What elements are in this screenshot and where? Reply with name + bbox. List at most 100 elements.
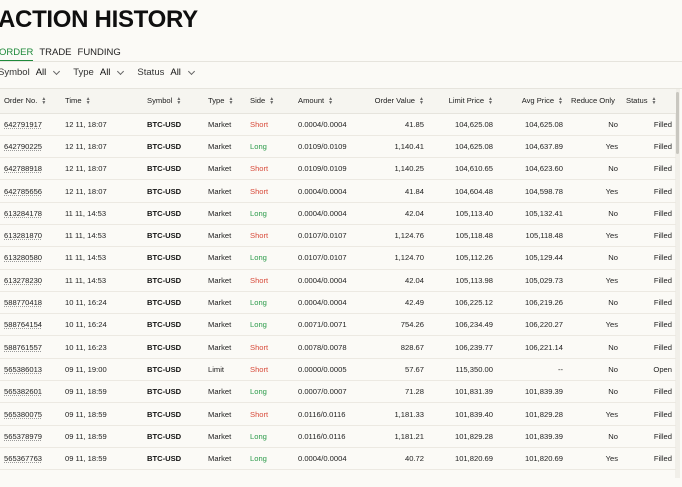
col-symbol[interactable]: Symbol ▲ ▼ <box>143 89 204 114</box>
sort-icon: ▲ ▼ <box>228 96 234 107</box>
cell-avg-price: 101,820.69 <box>497 447 567 471</box>
tab-order[interactable]: ORDER <box>0 47 34 61</box>
cell-status: Filled <box>622 425 676 448</box>
cell-type: Market <box>204 135 246 159</box>
cell-time: 11 11, 14:53 <box>61 202 143 225</box>
col-side[interactable]: Side ▲ ▼ <box>246 89 294 114</box>
sort-icon: ▲ ▼ <box>328 96 334 107</box>
cell-amount: 0.0004/0.0004 <box>294 113 366 136</box>
cell-status: Filled <box>622 157 676 181</box>
table-row[interactable]: 588761557 10 11, 16:23 BTC-USD Market Short 0… <box>0 335 676 359</box>
cell-limit-price: 104,625.08 <box>428 135 497 159</box>
table-row[interactable]: 613278230 11 11, 14:53 BTC-USD Market Short 0… <box>0 269 676 292</box>
table-header-row: Order No. ▲ ▼ Time ▲ ▼ Symbol ▲ ▼ Type ▲ ▼ Side ▲… <box>0 89 676 114</box>
cell-side: Long <box>246 202 294 225</box>
cell-symbol: BTC-USD <box>143 246 204 270</box>
cell-order-no[interactable]: 613280580 <box>0 246 61 270</box>
type-filter-value: All <box>99 67 111 78</box>
cell-order-no[interactable]: 565382601 <box>0 380 61 404</box>
cell-order-value: 1,181.33 <box>366 402 428 426</box>
cell-side: Long <box>246 425 294 448</box>
type-filter[interactable]: Type All <box>73 67 125 78</box>
cell-order-value: 1,124.76 <box>366 224 428 248</box>
cell-order-no[interactable]: 642791917 <box>0 113 61 136</box>
table-row[interactable]: 613284178 11 11, 14:53 BTC-USD Market Long 0.… <box>0 202 676 225</box>
table-row[interactable]: 588770418 10 11, 16:24 BTC-USD Market Long 0.… <box>0 291 676 315</box>
history-tabs: ORDER TRADE FUNDING <box>0 47 121 61</box>
cell-time: 12 11, 18:07 <box>61 157 143 181</box>
cell-amount: 0.0004/0.0004 <box>294 202 366 225</box>
cell-type: Market <box>204 246 246 270</box>
cell-order-no[interactable]: 613281870 <box>0 224 61 248</box>
cell-order-no[interactable]: 642785656 <box>0 179 61 203</box>
table-row[interactable]: 565386013 09 11, 19:00 BTC-USD Limit Short 0.… <box>0 358 676 382</box>
cell-order-no[interactable]: 565380075 <box>0 402 61 426</box>
col-amount[interactable]: Amount ▲ ▼ <box>294 89 366 114</box>
cell-time: 10 11, 16:24 <box>61 291 143 315</box>
cell-status: Filled <box>622 447 676 471</box>
cell-type: Market <box>204 157 246 181</box>
cell-order-no[interactable]: 588764154 <box>0 313 61 337</box>
table-row[interactable]: 642788918 12 11, 18:07 BTC-USD Market Short 0… <box>0 157 676 181</box>
col-status[interactable]: Status ▲ ▼ <box>622 89 676 114</box>
cell-type: Market <box>204 224 246 248</box>
sort-icon: ▲ ▼ <box>488 96 493 107</box>
cell-avg-price: 106,220.27 <box>497 313 567 337</box>
symbol-filter[interactable]: Symbol All <box>0 67 61 78</box>
status-filter[interactable]: Status All <box>137 67 195 78</box>
sort-icon: ▲ ▼ <box>558 96 563 107</box>
cell-time: 12 11, 18:07 <box>61 113 143 136</box>
cell-amount: 0.0116/0.0116 <box>294 425 366 448</box>
table-row[interactable]: 565367763 09 11, 18:59 BTC-USD Market Long 0.… <box>0 447 676 471</box>
col-reduce-only: Reduce Only <box>567 89 622 114</box>
table-row[interactable]: 565378979 09 11, 18:59 BTC-USD Market Long 0.… <box>0 425 676 448</box>
divider <box>0 61 682 62</box>
table-row[interactable]: 565380075 09 11, 18:59 BTC-USD Market Short 0… <box>0 402 676 426</box>
sort-icon: ▲ ▼ <box>85 96 91 107</box>
cell-order-no[interactable]: 613278230 <box>0 269 61 292</box>
cell-amount: 0.0109/0.0109 <box>294 157 366 181</box>
tab-funding[interactable]: FUNDING <box>77 47 121 58</box>
cell-reduce-only: No <box>567 335 622 359</box>
col-avg-price[interactable]: Avg Price ▲ ▼ <box>497 89 567 114</box>
cell-reduce-only: No <box>567 291 622 315</box>
cell-order-no[interactable]: 565367763 <box>0 447 61 471</box>
cell-limit-price: 104,604.48 <box>428 179 497 203</box>
table-row[interactable]: 642790225 12 11, 18:07 BTC-USD Market Long 0.… <box>0 135 676 159</box>
cell-type: Market <box>204 313 246 337</box>
cell-time: 09 11, 18:59 <box>61 425 143 448</box>
col-order-no[interactable]: Order No. ▲ ▼ <box>0 89 61 114</box>
cell-order-no[interactable]: 565378979 <box>0 425 61 448</box>
page-title: ACTION HISTORY <box>0 6 198 33</box>
cell-order-no[interactable]: 588770418 <box>0 291 61 315</box>
cell-order-no[interactable]: 642790225 <box>0 135 61 159</box>
chevron-down-icon <box>187 67 195 75</box>
scrollbar-track[interactable] <box>675 88 680 478</box>
cell-order-no[interactable]: 642788918 <box>0 157 61 181</box>
cell-reduce-only: Yes <box>567 269 622 292</box>
table-row[interactable]: 565382601 09 11, 18:59 BTC-USD Market Long 0.… <box>0 380 676 404</box>
table-row[interactable]: 642785656 12 11, 18:07 BTC-USD Market Short 0… <box>0 179 676 203</box>
col-time[interactable]: Time ▲ ▼ <box>61 89 143 114</box>
table-row[interactable]: 613280580 11 11, 14:53 BTC-USD Market Long 0.… <box>0 246 676 270</box>
scrollbar-thumb[interactable] <box>676 92 679 154</box>
table-row[interactable]: 642791917 12 11, 18:07 BTC-USD Market Short 0… <box>0 113 676 136</box>
cell-limit-price: 101,839.40 <box>428 402 497 426</box>
cell-order-value: 42.04 <box>366 202 428 225</box>
cell-order-no[interactable]: 565386013 <box>0 358 61 382</box>
col-type[interactable]: Type ▲ ▼ <box>204 89 246 114</box>
cell-time: 10 11, 16:24 <box>61 313 143 337</box>
tab-trade[interactable]: TRADE <box>39 47 72 58</box>
col-limit-price[interactable]: Limit Price ▲ ▼ <box>428 89 497 114</box>
cell-amount: 0.0109/0.0109 <box>294 135 366 159</box>
cell-symbol: BTC-USD <box>143 135 204 159</box>
table-row[interactable]: 613281870 11 11, 14:53 BTC-USD Market Short 0… <box>0 224 676 248</box>
cell-side: Short <box>246 402 294 426</box>
cell-amount: 0.0116/0.0116 <box>294 402 366 426</box>
cell-order-no[interactable]: 588761557 <box>0 335 61 359</box>
table-row[interactable]: 588764154 10 11, 16:24 BTC-USD Market Long 0.… <box>0 313 676 337</box>
cell-order-no[interactable]: 613284178 <box>0 202 61 225</box>
cell-amount: 0.0007/0.0007 <box>294 380 366 404</box>
cell-symbol: BTC-USD <box>143 335 204 359</box>
col-order-value[interactable]: Order Value ▲ ▼ <box>366 89 428 114</box>
